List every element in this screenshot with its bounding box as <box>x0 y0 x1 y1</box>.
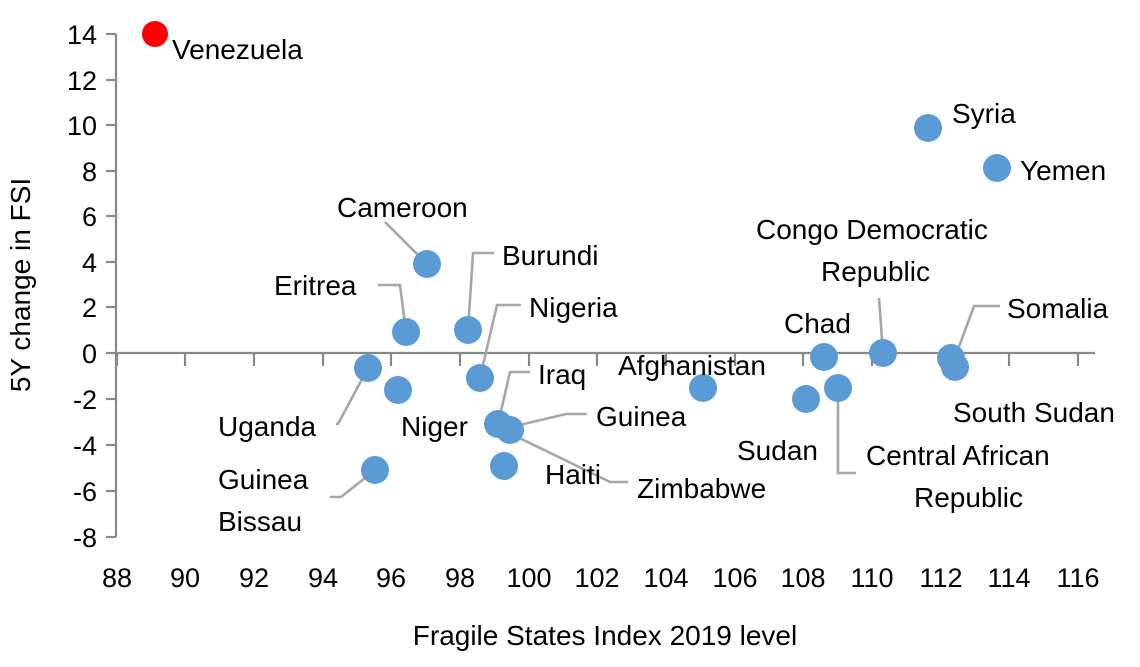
y-tick-label-8: 8 <box>82 157 97 187</box>
central-african-republic-leader <box>836 388 856 475</box>
chad-label: Chad <box>784 308 851 339</box>
point-sudan[interactable] <box>792 385 820 413</box>
nigeria-label: Nigeria <box>529 292 618 323</box>
x-tick-label-106: 106 <box>712 563 757 593</box>
niger-label: Niger <box>401 411 468 442</box>
y-tick-labels: 14 12 10 8 6 4 2 0 -2 -4 -6 -8 <box>67 20 97 553</box>
somalia-label: Somalia <box>1007 293 1109 324</box>
burundi-label: Burundi <box>502 240 599 271</box>
x-tick-label-108: 108 <box>780 563 825 593</box>
point-niger[interactable] <box>384 376 412 404</box>
guinea-bissau-label-line1: Guinea <box>218 464 309 495</box>
point-venezuela[interactable] <box>142 21 168 47</box>
point-cameroon[interactable] <box>413 250 441 278</box>
afghanistan-label: Afghanistan <box>618 350 766 381</box>
y-tick-label-4: 4 <box>82 248 97 278</box>
zimbabwe-leader <box>506 430 628 484</box>
x-tick-labels: 88 90 92 94 96 98 100 102 104 106 108 11… <box>102 563 1100 593</box>
x-axis-title: Fragile States Index 2019 level <box>413 620 797 651</box>
x-tick-label-116: 116 <box>1056 563 1099 593</box>
x-tick-label-112: 112 <box>919 563 962 593</box>
congo-democratic-republic-label-line2: Republic <box>821 256 930 287</box>
eritrea-label: Eritrea <box>274 270 357 301</box>
x-tick-label-104: 104 <box>643 563 688 593</box>
y-tick-label-neg8: -8 <box>73 523 97 553</box>
x-tick-label-96: 96 <box>376 563 406 593</box>
y-tick-label-14: 14 <box>67 20 97 50</box>
congo-democratic-republic-label-line1: Congo Democratic <box>756 214 988 245</box>
point-chad[interactable] <box>810 343 838 371</box>
uganda-label: Uganda <box>218 411 317 442</box>
x-tick-label-92: 92 <box>239 563 269 593</box>
point-haiti[interactable] <box>490 452 518 480</box>
point-burundi[interactable] <box>454 316 482 344</box>
guinea-bissau-label-line2: Bissau <box>218 506 302 537</box>
point-guinea[interactable] <box>496 416 524 444</box>
yemen-label: Yemen <box>1020 155 1106 186</box>
point-south-sudan[interactable] <box>941 353 969 381</box>
x-tick-label-88: 88 <box>102 563 132 593</box>
x-tick-label-102: 102 <box>574 563 619 593</box>
point-central-african-republic[interactable] <box>824 374 852 402</box>
venezuela-label: Venezuela <box>172 34 303 65</box>
y-tick-label-neg6: -6 <box>73 477 97 507</box>
y-axis-title: 5Y change in FSI <box>5 178 36 392</box>
guinea-label: Guinea <box>596 401 687 432</box>
point-eritrea[interactable] <box>392 318 420 346</box>
y-tick-label-10: 10 <box>67 111 97 141</box>
somalia-leader <box>951 304 1000 364</box>
x-tick-label-98: 98 <box>445 563 475 593</box>
guinea-leader <box>506 412 587 430</box>
data-points <box>142 21 1011 484</box>
point-guinea-bissau[interactable] <box>361 456 389 484</box>
y-tick-label-2: 2 <box>82 293 97 323</box>
syria-label: Syria <box>952 98 1016 129</box>
x-tick-label-94: 94 <box>308 563 338 593</box>
central-african-republic-label-line1: Central African <box>866 440 1050 471</box>
cameroon-label: Cameroon <box>337 192 468 223</box>
uganda-leader <box>336 367 370 426</box>
iraq-label: Iraq <box>538 359 586 390</box>
zimbabwe-label: Zimbabwe <box>637 473 766 504</box>
south-sudan-label: South Sudan <box>953 397 1115 428</box>
eritrea-leader <box>378 283 408 333</box>
point-yemen[interactable] <box>983 154 1011 182</box>
x-tick-label-100: 100 <box>506 563 551 593</box>
x-tick-label-90: 90 <box>170 563 200 593</box>
y-tick-label-neg4: -4 <box>73 431 97 461</box>
guinea-bissau-leader <box>330 468 376 499</box>
point-syria[interactable] <box>914 114 942 142</box>
y-tick-label-6: 6 <box>82 202 97 232</box>
x-tick-label-110: 110 <box>850 563 893 593</box>
point-afghanistan[interactable] <box>689 374 717 402</box>
sudan-label: Sudan <box>737 435 818 466</box>
point-congo-democratic-republic[interactable] <box>869 339 897 367</box>
iraq-leader <box>496 370 530 425</box>
y-tick-label-0: 0 <box>82 339 97 369</box>
point-nigeria[interactable] <box>466 364 494 392</box>
y-tick-label-neg2: -2 <box>73 385 97 415</box>
leader-lines <box>330 221 1000 499</box>
nigeria-leader <box>478 303 521 379</box>
point-labels: Venezuela Cameroon Eritrea Burundi Niger… <box>172 34 1115 537</box>
x-tick-label-114: 114 <box>987 563 1030 593</box>
haiti-label: Haiti <box>545 459 601 490</box>
central-african-republic-label-line2: Republic <box>914 482 1023 513</box>
y-axis <box>106 32 118 539</box>
point-uganda[interactable] <box>354 354 382 382</box>
y-tick-label-12: 12 <box>67 66 97 96</box>
burundi-leader <box>466 251 494 331</box>
